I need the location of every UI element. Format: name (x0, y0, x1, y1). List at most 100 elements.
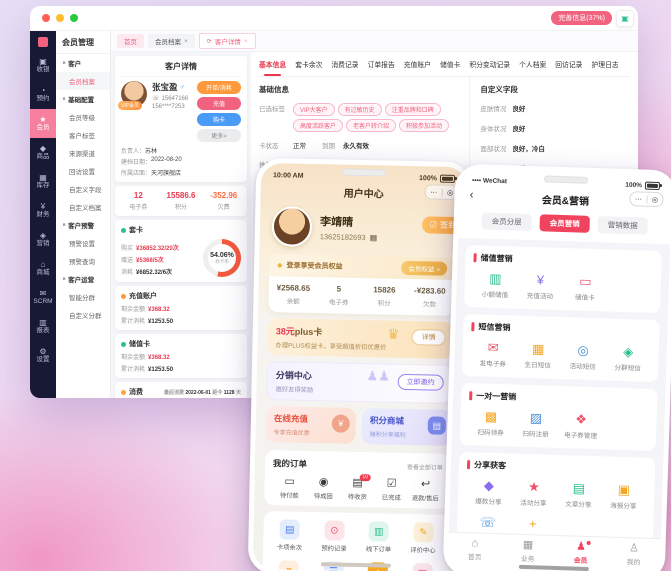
feature-item[interactable]: ◎ 活动短信 (560, 343, 606, 372)
submenu-item[interactable]: ∧ 预警查询 (56, 252, 110, 270)
submenu-item[interactable]: ∧ 基础配置 (56, 90, 110, 108)
online-recharge-card[interactable]: 在线充值 专享充值优惠 ¥ (265, 406, 357, 444)
submenu-item[interactable]: ∧ 客户 (56, 54, 110, 72)
submenu-item[interactable]: ∧ 客户运营 (56, 270, 110, 288)
plus-card-banner[interactable]: 38元plus卡 办理PLUS权益卡，享受超值折扣优惠价 ♛ 详情 (267, 318, 454, 359)
segment-pill[interactable]: 营销数据 (597, 216, 648, 235)
wallet-stat[interactable]: -¥283.60 欠款 (407, 286, 453, 309)
sidebar-item[interactable]: ◈ 营销 (30, 225, 56, 254)
service-item[interactable]: ▦ 礼品卡 (400, 563, 445, 571)
order-status-item[interactable]: ▭ 待付款 (272, 475, 306, 500)
feature-item[interactable]: ▥ 小额储值 (472, 271, 518, 300)
sidebar-item[interactable]: ✉ SCRM (30, 283, 56, 312)
submenu-item[interactable]: ∧ 客户标签 (56, 126, 110, 144)
page-tab[interactable]: 会员档案 (148, 34, 195, 48)
customer-tag[interactable]: 高度活跃客户 (293, 119, 344, 132)
order-status-item[interactable]: ▤ 10 待收货 (340, 474, 374, 502)
customer-action-button[interactable]: 开单/消耗 (197, 81, 241, 94)
submenu-item[interactable]: ∧ 自定义分群 (56, 306, 110, 324)
customer-action-button[interactable]: 充值 (197, 97, 241, 110)
submenu-item[interactable]: ∧ 客户预警 (56, 216, 110, 234)
avatar[interactable] (271, 206, 313, 247)
sidebar-item[interactable]: ¥ 财务 (30, 196, 56, 225)
customer-tag[interactable]: VIP大客户 (293, 103, 335, 116)
maximize-window-button[interactable] (70, 14, 78, 22)
distribution-center-banner[interactable]: 分销中心 邀好友得奖励 ♟♟ 立即邀约 (266, 361, 454, 404)
customer-action-button[interactable]: 购卡 (197, 113, 241, 126)
benefits-link[interactable]: 会员权益 > (401, 260, 448, 276)
submenu-item[interactable]: ∧ 自定义档案 (56, 198, 110, 216)
submenu-item[interactable]: ∧ 来源渠道 (56, 144, 110, 162)
customer-tag[interactable]: 注重品牌和口碑 (384, 103, 441, 116)
order-status-item[interactable]: ☑ 已完成 (374, 478, 408, 502)
feature-item[interactable]: ▩ 扫码领券 (468, 409, 514, 438)
feature-item[interactable]: ◈ 分群短信 (605, 344, 651, 373)
more-icon[interactable]: ⋯ (634, 195, 643, 203)
detail-tab[interactable]: 护理日志 (591, 62, 619, 69)
detail-tab[interactable]: 订单报告 (367, 62, 395, 69)
feature-item[interactable]: ▨ 扫码注册 (513, 410, 559, 439)
minimize-window-button[interactable] (56, 14, 64, 22)
sidebar-item[interactable]: ◔ 预约 (30, 80, 56, 109)
customer-action-button[interactable]: 更多> (197, 129, 241, 142)
close-window-button[interactable] (42, 14, 50, 22)
sidebar-item[interactable]: ◆ 商品 (30, 138, 56, 167)
segment-pill[interactable]: 会员营销 (539, 214, 590, 233)
detail-tab[interactable]: 个人档案 (519, 62, 547, 69)
detail-tab[interactable]: 充值账户 (403, 62, 431, 69)
feature-item[interactable]: ▤ 文章分享 (556, 480, 602, 509)
detail-tab[interactable]: 储值卡 (439, 62, 461, 69)
points-mall-card[interactable]: 积分商城 赚积分享福利 ▤ (361, 408, 453, 446)
detail-tab[interactable]: 基本信息 (259, 59, 286, 76)
detail-tab[interactable]: 套卡余次 (295, 62, 323, 69)
segment-pill[interactable]: 会员分层 (481, 212, 532, 232)
tab-bar-item[interactable]: ⌂ 首页 (448, 537, 502, 563)
customer-tag[interactable]: 有过敏历史 (337, 103, 382, 116)
submenu-item[interactable]: ∧ 预警设置 (56, 234, 110, 252)
sidebar-item[interactable]: ★ 会员 (30, 109, 56, 138)
detail-tab[interactable]: 积分变动记录 (469, 62, 511, 69)
sidebar-item[interactable]: ⌂ 商城 (30, 254, 56, 283)
customer-tag[interactable]: 老客户转介绍 (346, 119, 397, 132)
wallet-stat[interactable]: ¥2568.65 余额 (270, 283, 316, 306)
detail-tab[interactable]: 消费记录 (331, 62, 359, 69)
back-icon[interactable]: ‹ (469, 187, 474, 202)
feature-item[interactable]: ▣ 海报分享 (601, 482, 647, 511)
service-item[interactable]: ⊙ 预约记录 (312, 520, 357, 553)
detail-tab[interactable]: 回访记录 (555, 62, 583, 69)
submenu-item[interactable]: ∧ 会员等级 (56, 108, 110, 126)
sidebar-item[interactable]: ▣ 收银 (30, 51, 56, 80)
target-icon[interactable]: ◎ (651, 196, 659, 204)
customer-tag[interactable]: 积极参加活动 (399, 119, 450, 132)
more-icon[interactable]: ⋯ (430, 188, 438, 197)
floating-widget-icon[interactable]: ▣ (616, 10, 634, 27)
page-tab[interactable]: 首页 (117, 34, 144, 48)
submenu-item[interactable]: ∧ 回访设置 (56, 162, 110, 180)
submenu-item[interactable]: ∧ 会员档案 (56, 72, 110, 90)
miniprogram-capsule[interactable]: ⋯ ◎ (629, 191, 664, 208)
wallet-stat[interactable]: 5 电子券 (316, 284, 362, 307)
tab-bar-item[interactable]: ▦ 业务 (501, 539, 555, 564)
feature-item[interactable]: ✉ 发电子券 (470, 340, 516, 369)
feature-item[interactable]: ◆ 爆款分享 (466, 478, 512, 507)
submenu-item[interactable]: ∧ 智能分群 (56, 288, 110, 306)
service-item[interactable]: ▥ 线下订单 (356, 521, 401, 554)
page-tab[interactable]: 客户详情 (198, 33, 256, 49)
wallet-stat[interactable]: 15826 积分 (361, 285, 407, 308)
feature-item[interactable]: ★ 活动分享 (511, 479, 557, 508)
target-icon[interactable]: ◎ (447, 189, 454, 197)
service-item[interactable]: ♥ 服务记录 (266, 560, 311, 571)
feature-item[interactable]: ¥ 充值活动 (517, 272, 563, 301)
feature-item[interactable]: ❖ 电子券管理 (558, 412, 604, 441)
service-item[interactable]: ✎ 评价中心 (401, 522, 446, 555)
tab-bar-item[interactable]: ♟ 会员 (554, 541, 608, 566)
service-item[interactable]: ▤ 卡项余次 (267, 519, 312, 552)
feature-item[interactable]: ▦ 生日短信 (515, 341, 561, 370)
all-orders-link[interactable]: 查看全部订单 (406, 465, 443, 472)
plus-detail-button[interactable]: 详情 (411, 329, 446, 346)
sidebar-item[interactable]: ⚙ 设置 (30, 341, 56, 370)
order-status-item[interactable]: ↩ 退款/售后 (408, 478, 442, 503)
sidebar-item[interactable]: ▦ 库存 (30, 167, 56, 196)
qrcode-icon[interactable]: ▦ (369, 233, 378, 243)
profile-completeness-badge[interactable]: 完善信息(37%) (551, 11, 612, 25)
